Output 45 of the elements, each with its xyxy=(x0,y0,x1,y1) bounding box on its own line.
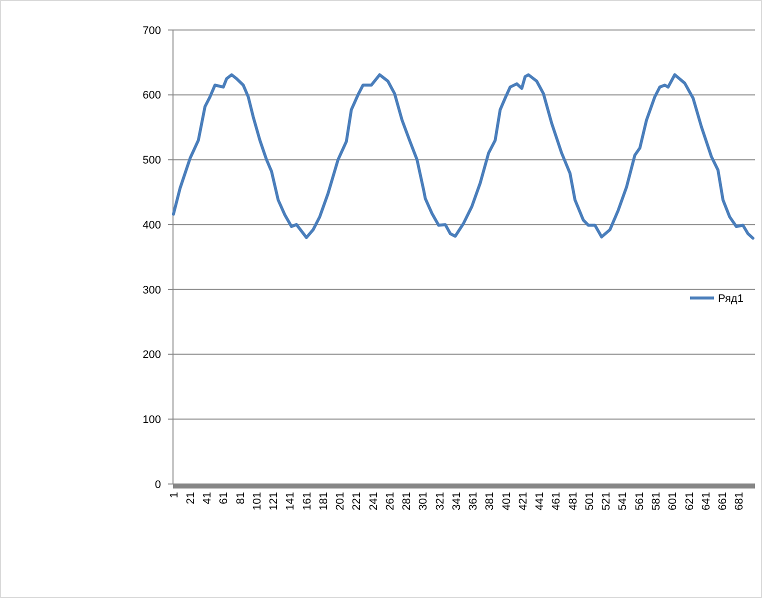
x-tick-label: 321 xyxy=(434,492,446,510)
x-tick-label: 461 xyxy=(550,492,563,510)
x-tick-label: 601 xyxy=(667,492,680,510)
x-tick-label: 161 xyxy=(301,492,314,510)
x-tick-label: 561 xyxy=(634,492,646,510)
legend-label: Ряд1 xyxy=(718,292,744,305)
y-tick-label: 400 xyxy=(142,219,161,232)
x-tick-label: 521 xyxy=(600,492,613,510)
x-tick-label: 401 xyxy=(500,492,513,510)
x-tick-label: 621 xyxy=(684,492,696,510)
x-tick-label: 221 xyxy=(351,492,364,510)
x-tick-label: 241 xyxy=(368,492,380,510)
x-tick-label: 81 xyxy=(234,492,247,504)
x-tick-label: 501 xyxy=(584,492,596,510)
x-tick-label: 61 xyxy=(218,492,230,504)
x-tick-label: 661 xyxy=(717,492,730,510)
x-tick-label: 281 xyxy=(401,492,414,510)
x-tick-label: 141 xyxy=(284,492,297,510)
x-tick-label: 681 xyxy=(734,492,746,510)
x-tick-label: 121 xyxy=(268,492,280,510)
x-tick-label: 481 xyxy=(567,492,580,510)
x-tick-label: 421 xyxy=(517,492,530,510)
y-tick-label: 100 xyxy=(142,414,161,426)
x-tick-label: 261 xyxy=(384,492,396,510)
x-tick-label: 201 xyxy=(334,492,347,510)
x-tick-label: 41 xyxy=(202,492,214,504)
x-tick-label: 21 xyxy=(184,492,197,504)
line-series xyxy=(172,73,754,240)
y-tick-label: 200 xyxy=(142,349,161,362)
x-tick-label: 341 xyxy=(450,492,463,510)
x-tick-label: 441 xyxy=(534,492,546,510)
y-tick-label: 600 xyxy=(142,90,161,102)
x-tick-label: 641 xyxy=(700,492,712,510)
y-tick-label: 500 xyxy=(142,154,161,167)
y-tick-label: 0 xyxy=(154,478,161,491)
y-tick-label: 300 xyxy=(142,284,161,296)
x-tick-label: 361 xyxy=(468,492,480,510)
x-tick-label: 181 xyxy=(318,492,330,510)
x-tick-label: 541 xyxy=(617,492,630,510)
x-tick-label: 1 xyxy=(168,492,180,498)
x-tick-label: 381 xyxy=(484,492,496,510)
y-tick-label: 700 xyxy=(142,24,161,37)
x-tick-label: 581 xyxy=(650,492,662,510)
x-tick-label: 101 xyxy=(251,492,264,510)
x-tick-label: 301 xyxy=(418,492,430,510)
